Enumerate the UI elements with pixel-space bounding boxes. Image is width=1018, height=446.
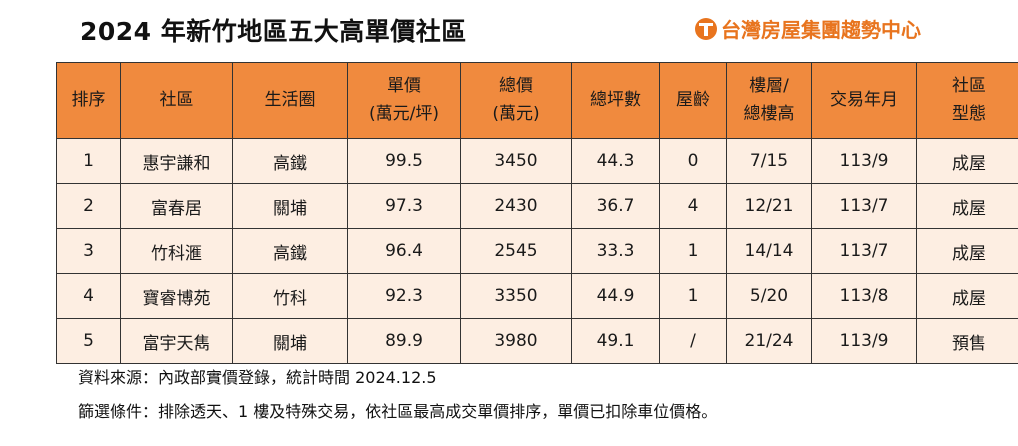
header-sublabel: (萬元)	[492, 103, 540, 124]
total-price-cell: 3450	[460, 138, 572, 184]
brand-logo-icon	[695, 17, 717, 40]
type-cell: 成屋	[916, 273, 1018, 319]
table-header-row: 排序 社區 生活圈 單價 (萬元/坪) 總價 (萬元) 總坪數 屋齡 樓層/總樓高 …	[56, 62, 1018, 139]
community-cell: 寶睿博苑	[120, 273, 233, 319]
area-cell: 關埔	[232, 183, 348, 229]
type-cell: 成屋	[916, 228, 1018, 274]
filter-criteria-note: 篩選條件：排除透天、1 樓及特殊交易，依社區最高成交單價排序，單價已扣除車位價格…	[78, 402, 718, 421]
header-label: 總價	[499, 76, 533, 97]
header-label: 排序	[71, 89, 106, 110]
floor-cell: 21/24	[726, 318, 812, 364]
total-price-cell: 2545	[460, 228, 572, 274]
table-row: 4 寶睿博苑 竹科 92.3 3350 44.9 1 5/20 113/8 成屋	[56, 273, 1018, 319]
floor-cell: 14/14	[726, 228, 812, 274]
rank-cell: 4	[56, 273, 121, 319]
unit-price-cell: 99.5	[347, 138, 461, 184]
header-sublabel: (萬元/坪)	[369, 103, 439, 124]
building-age-cell: 1	[659, 273, 727, 319]
area-cell: 高鐵	[232, 138, 348, 184]
total-price-cell: 2430	[460, 183, 572, 229]
unit-price-cell: 92.3	[347, 273, 461, 319]
header-cell: 排序	[56, 62, 121, 139]
header-cell: 社區 型態	[916, 62, 1018, 139]
header-cell: 總坪數	[571, 62, 660, 139]
rank-cell: 2	[56, 183, 121, 229]
table-row: 2 富春居 關埔 97.3 2430 36.7 4 12/21 113/7 成屋	[56, 183, 1018, 229]
building-age-cell: 4	[659, 183, 727, 229]
header-cell: 屋齡	[659, 62, 727, 139]
header-label: 屋齡	[676, 89, 710, 110]
table-body: 1 惠宇謙和 高鐵 99.5 3450 44.3 0 7/15 113/9 成屋 2 富春居 關埔 97.…	[56, 138, 1018, 364]
header-label: 社區	[159, 89, 194, 110]
type-cell: 成屋	[916, 138, 1018, 184]
area-cell: 關埔	[232, 318, 348, 364]
header-label: 生活圈	[264, 89, 316, 110]
unit-price-cell: 96.4	[347, 228, 461, 274]
header-cell: 單價 (萬元/坪)	[347, 62, 461, 139]
header-label: 社區	[952, 76, 986, 97]
page-title: 2024 年新竹地區五大高單價社區	[80, 17, 467, 46]
area-cell: 高鐵	[232, 228, 348, 274]
transaction-date-cell: 113/7	[811, 228, 917, 274]
total-price-cell: 3350	[460, 273, 572, 319]
building-age-cell: 1	[659, 228, 727, 274]
community-cell: 竹科滙	[120, 228, 233, 274]
type-cell: 成屋	[916, 183, 1018, 229]
table-row: 3 竹科滙 高鐵 96.4 2545 33.3 1 14/14 113/7 成屋	[56, 228, 1018, 274]
header-cell: 生活圈	[232, 62, 348, 139]
total-area-cell: 49.1	[571, 318, 660, 364]
header-label: 總坪數	[590, 89, 641, 110]
community-cell: 惠宇謙和	[120, 138, 233, 184]
building-age-cell: /	[659, 318, 727, 364]
rank-cell: 5	[56, 318, 121, 364]
rank-cell: 3	[56, 228, 121, 274]
type-cell: 預售	[916, 318, 1018, 364]
header-cell: 交易年月	[811, 62, 917, 139]
header-sublabel: 總樓高	[743, 103, 795, 124]
rank-cell: 1	[56, 138, 121, 184]
floor-cell: 5/20	[726, 273, 812, 319]
header-label: 樓層/	[749, 76, 789, 97]
header-cell: 社區	[120, 62, 233, 139]
brand-name: 台灣房屋集團趨勢中心	[721, 18, 921, 42]
header-label: 交易年月	[830, 89, 898, 110]
brand: 台灣房屋集團趨勢中心	[695, 14, 921, 43]
total-area-cell: 44.3	[571, 138, 660, 184]
ranking-table: 排序 社區 生活圈 單價 (萬元/坪) 總價 (萬元) 總坪數 屋齡 樓層/總樓高 …	[56, 62, 1018, 364]
table-row: 1 惠宇謙和 高鐵 99.5 3450 44.3 0 7/15 113/9 成屋	[56, 138, 1018, 184]
unit-price-cell: 97.3	[347, 183, 461, 229]
unit-price-cell: 89.9	[347, 318, 461, 364]
transaction-date-cell: 113/8	[811, 273, 917, 319]
total-area-cell: 44.9	[571, 273, 660, 319]
header-cell: 總價 (萬元)	[460, 62, 572, 139]
total-area-cell: 36.7	[571, 183, 660, 229]
total-price-cell: 3980	[460, 318, 572, 364]
transaction-date-cell: 113/9	[811, 318, 917, 364]
community-cell: 富春居	[120, 183, 233, 229]
floor-cell: 12/21	[726, 183, 812, 229]
header-cell: 樓層/總樓高	[726, 62, 812, 139]
table-row: 5 富宇天雋 關埔 89.9 3980 49.1/21/24 113/9 預售	[56, 318, 1018, 364]
area-cell: 竹科	[232, 273, 348, 319]
transaction-date-cell: 113/7	[811, 183, 917, 229]
data-source-note: 資料來源：內政部實價登錄，統計時間 2024.12.5	[78, 368, 437, 387]
community-cell: 富宇天雋	[120, 318, 233, 364]
building-age-cell: 0	[659, 138, 727, 184]
header-label: 單價	[387, 76, 421, 97]
transaction-date-cell: 113/9	[811, 138, 917, 184]
floor-cell: 7/15	[726, 138, 812, 184]
header-sublabel: 型態	[952, 103, 986, 124]
total-area-cell: 33.3	[571, 228, 660, 274]
